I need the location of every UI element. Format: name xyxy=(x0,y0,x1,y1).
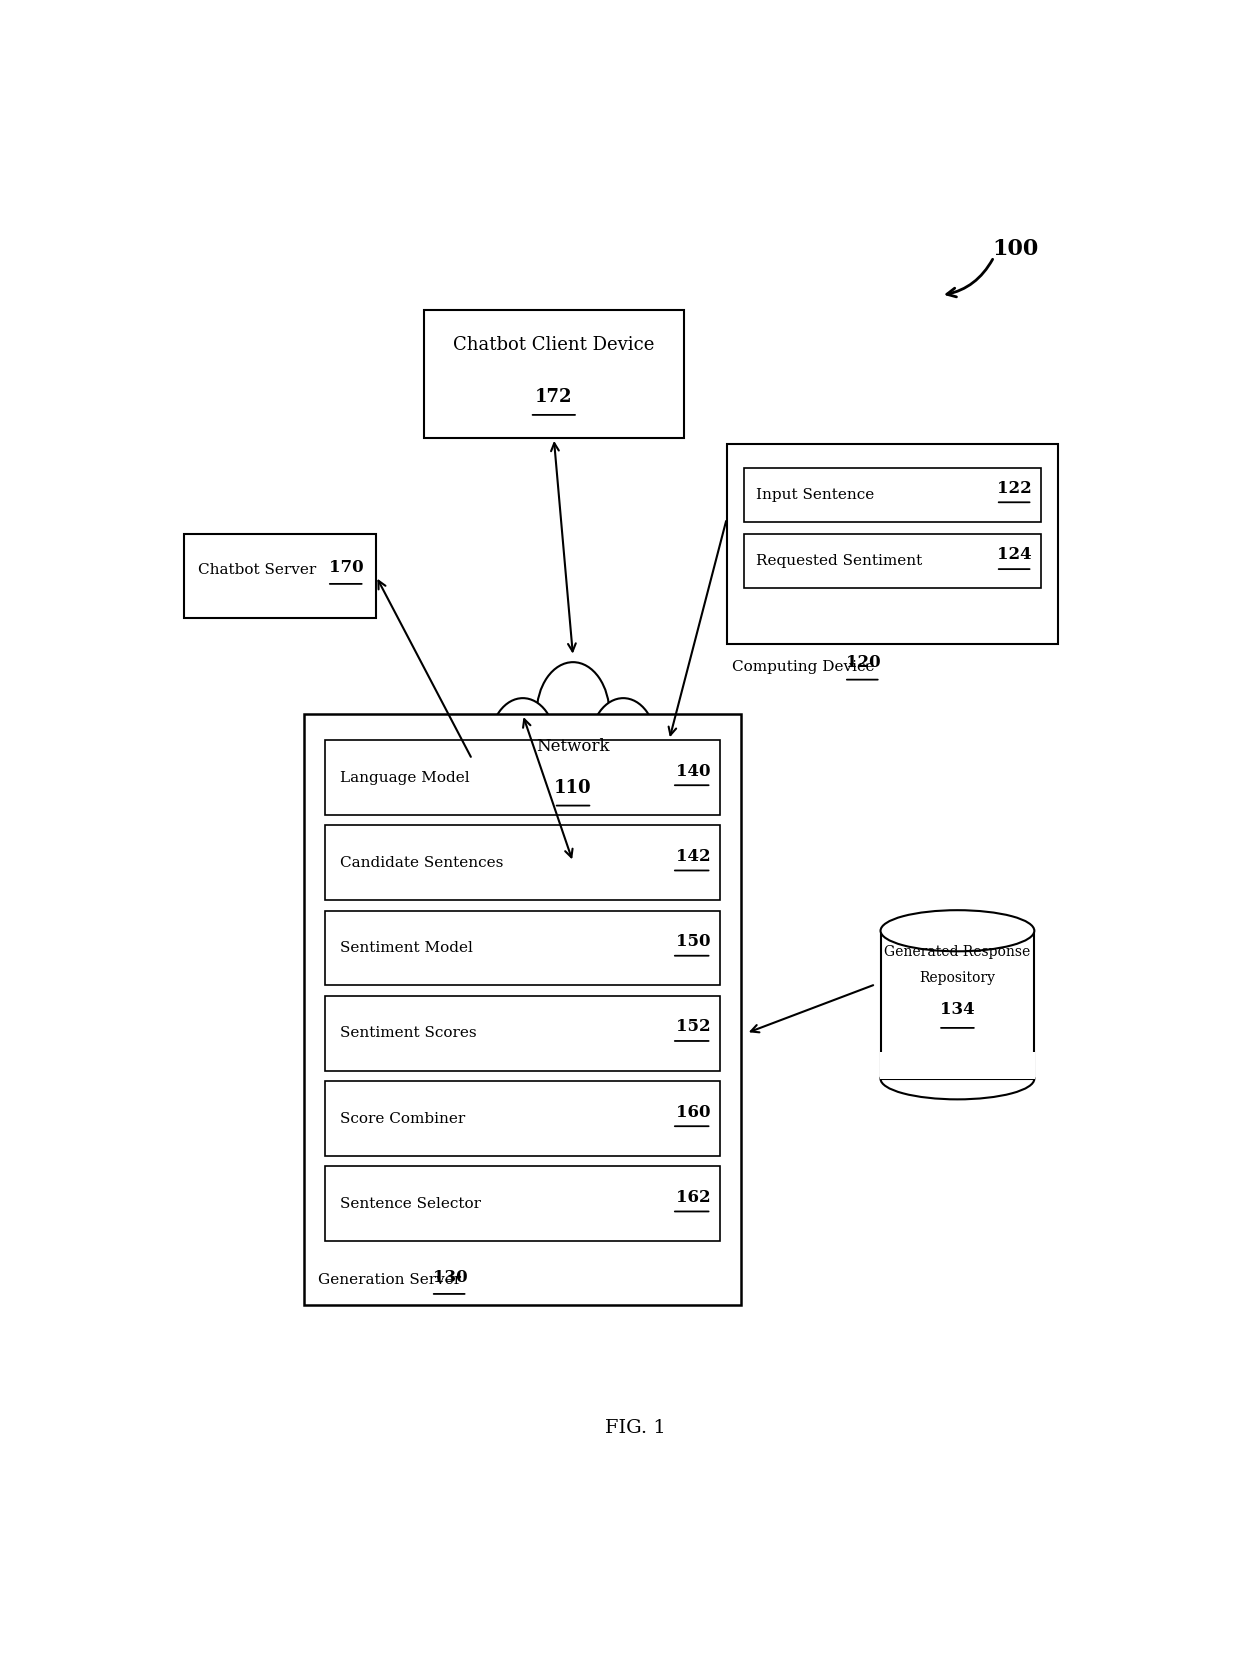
FancyBboxPatch shape xyxy=(880,931,1034,1078)
Text: Sentence Selector: Sentence Selector xyxy=(340,1197,481,1210)
Text: FIG. 1: FIG. 1 xyxy=(605,1419,666,1437)
Text: Chatbot Server: Chatbot Server xyxy=(198,562,316,577)
FancyBboxPatch shape xyxy=(879,1051,1035,1078)
FancyBboxPatch shape xyxy=(727,444,1058,644)
Text: Repository: Repository xyxy=(919,971,996,985)
FancyBboxPatch shape xyxy=(325,824,720,900)
FancyBboxPatch shape xyxy=(325,1082,720,1157)
Text: 124: 124 xyxy=(997,546,1032,564)
Text: 130: 130 xyxy=(433,1268,467,1285)
Ellipse shape xyxy=(490,698,556,788)
Ellipse shape xyxy=(880,910,1034,951)
Text: 140: 140 xyxy=(676,763,711,779)
Text: 110: 110 xyxy=(554,778,591,796)
FancyBboxPatch shape xyxy=(744,467,1042,521)
Text: 120: 120 xyxy=(846,654,880,671)
Text: 134: 134 xyxy=(940,1001,975,1018)
Text: Input Sentence: Input Sentence xyxy=(755,487,874,502)
Text: 162: 162 xyxy=(676,1188,711,1205)
Text: 122: 122 xyxy=(997,479,1032,497)
Ellipse shape xyxy=(491,753,591,828)
Text: 172: 172 xyxy=(536,387,573,406)
FancyBboxPatch shape xyxy=(424,309,683,437)
Ellipse shape xyxy=(590,698,656,788)
Ellipse shape xyxy=(554,753,655,828)
Text: 150: 150 xyxy=(676,933,711,950)
Text: Score Combiner: Score Combiner xyxy=(340,1112,465,1125)
FancyBboxPatch shape xyxy=(304,714,742,1305)
Ellipse shape xyxy=(466,731,525,809)
FancyBboxPatch shape xyxy=(325,1167,720,1242)
FancyBboxPatch shape xyxy=(325,996,720,1071)
Text: Generation Server: Generation Server xyxy=(319,1273,461,1287)
Text: Sentiment Model: Sentiment Model xyxy=(340,941,472,955)
Text: Computing Device: Computing Device xyxy=(732,659,874,674)
Text: Requested Sentiment: Requested Sentiment xyxy=(755,554,921,569)
Text: 152: 152 xyxy=(676,1018,711,1035)
Text: Sentiment Scores: Sentiment Scores xyxy=(340,1026,476,1040)
Text: Language Model: Language Model xyxy=(340,771,469,784)
Text: 100: 100 xyxy=(992,239,1038,260)
FancyBboxPatch shape xyxy=(744,534,1042,589)
Text: 160: 160 xyxy=(676,1103,711,1120)
Text: 142: 142 xyxy=(676,848,711,865)
Text: Candidate Sentences: Candidate Sentences xyxy=(340,856,503,870)
Ellipse shape xyxy=(537,663,610,766)
Text: 170: 170 xyxy=(329,559,363,576)
FancyBboxPatch shape xyxy=(325,911,720,985)
Text: Generated Response: Generated Response xyxy=(884,945,1030,960)
Ellipse shape xyxy=(621,731,680,809)
Ellipse shape xyxy=(880,1058,1034,1100)
Text: Chatbot Client Device: Chatbot Client Device xyxy=(453,337,655,354)
FancyBboxPatch shape xyxy=(184,534,376,618)
FancyBboxPatch shape xyxy=(325,739,720,814)
Text: Network: Network xyxy=(536,738,610,754)
